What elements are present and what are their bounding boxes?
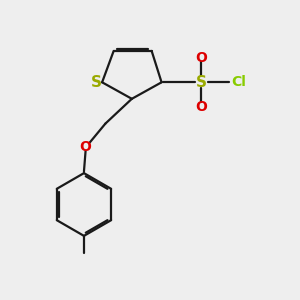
Text: O: O [195, 100, 207, 114]
Text: O: O [195, 50, 207, 64]
Text: S: S [196, 75, 207, 90]
Text: Cl: Cl [231, 75, 246, 89]
Text: O: O [80, 140, 92, 154]
Text: S: S [91, 75, 102, 90]
